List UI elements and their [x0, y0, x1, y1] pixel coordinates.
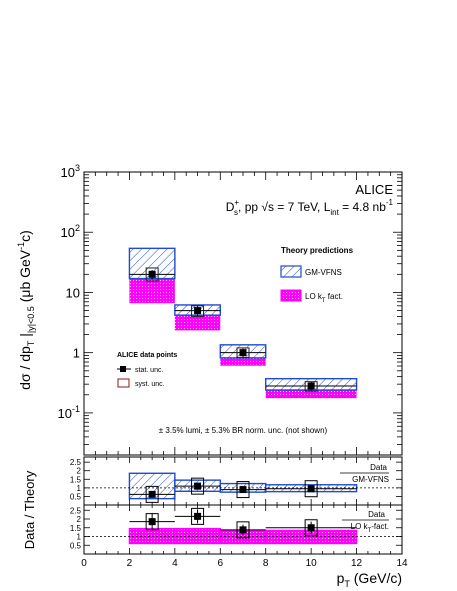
ratio-y-tick-label: 2	[77, 467, 82, 476]
ratio-y-tick-label: 2.5	[70, 506, 82, 515]
legend-label-gmvfns: GM-VFNS	[305, 268, 342, 277]
ratio1-label-num: Data	[370, 463, 387, 472]
data-point	[148, 270, 156, 278]
ratio-syst-box	[145, 513, 159, 531]
ratio-y-tick-label: 2	[77, 515, 82, 524]
data-point	[307, 382, 315, 390]
main-frame	[83, 171, 403, 456]
ratio1-label-den: GM-VFNS	[352, 475, 389, 484]
x-tick-label: 6	[218, 558, 224, 569]
x-tick-label: 10	[306, 558, 318, 569]
legend-label-syst: syst. unc.	[135, 381, 165, 388]
ratio-syst-box	[236, 521, 250, 539]
syst-box	[145, 267, 159, 282]
lokt-band	[174, 315, 221, 330]
gmvfns-band	[128, 247, 176, 280]
syst-box	[236, 347, 250, 359]
ratio-y-tick-label: 0.5	[70, 492, 82, 501]
legend-label-stat: stat. unc.	[135, 367, 163, 374]
ratio-y-tick-label: 1.5	[70, 475, 82, 484]
ratio-y-tick-label: 1	[77, 484, 82, 493]
x-tick-label: 14	[396, 558, 408, 569]
legend-stat-marker	[120, 366, 126, 372]
y-tick-label: 1	[73, 346, 80, 361]
data-point	[194, 307, 202, 315]
x-tick-label: 4	[172, 558, 178, 569]
main-data-points	[129, 267, 357, 392]
legend-swatch-lokt	[280, 289, 302, 302]
x-axis-label: pT (GeV/c)	[337, 570, 402, 589]
y-tick-label: 10-1	[58, 404, 80, 421]
data-legend-title: ALICE data points	[117, 352, 177, 359]
legend-swatch-gmvfns	[280, 265, 302, 278]
ratio-y-tick-label: 0.5	[70, 541, 82, 550]
ratio-y-tick-label: 1.5	[70, 524, 82, 533]
info-label: D+ s, pp √s = 7 TeV, Lint = 4.8 nb-1	[226, 198, 394, 217]
ratio-point	[194, 512, 202, 520]
y-tick-label: 102	[61, 223, 80, 240]
ratio-syst-box	[191, 507, 205, 525]
ratio-point	[194, 482, 202, 490]
ratio-point	[307, 485, 315, 493]
syst-box	[191, 305, 205, 317]
ratio-y-axis-label: Data / Theory	[22, 470, 37, 549]
theory-legend-title: Theory predictions	[281, 246, 354, 255]
ratio-syst-box	[191, 477, 205, 495]
legend-label-lokt: LO kT fact.	[305, 292, 343, 304]
ratio2-label-den: LO kT-fact.	[351, 522, 389, 534]
data-point	[239, 349, 247, 357]
ratio-syst-box	[304, 480, 318, 498]
ratio2-label-num: Data	[368, 510, 385, 519]
y-tick-label: 103	[61, 163, 80, 180]
ratio-y-tick-label: 1	[77, 533, 82, 542]
ratio-syst-box	[304, 519, 318, 537]
main-axes: 10-1 1 10 102 103	[58, 163, 403, 456]
lokt-band	[220, 357, 266, 366]
ratio-point	[148, 518, 156, 526]
ratio-point	[148, 490, 156, 498]
lokt-band	[129, 278, 175, 303]
experiment-label: ALICE	[355, 182, 393, 197]
ratio-lokt-points	[84, 507, 402, 539]
ratio-lokt-band	[128, 527, 358, 545]
ratio-point	[307, 524, 315, 532]
syst-box	[304, 381, 318, 392]
ratio-y-tick-label: 2.5	[70, 458, 82, 467]
ratio-lokt-axes: 0.511.522.50 2 4 6 8 10 12 14	[70, 504, 408, 569]
x-tick-label: 12	[351, 558, 363, 569]
ratio-point	[239, 486, 247, 494]
ratio-gmvfns-points	[84, 477, 402, 503]
x-tick-label: 8	[263, 558, 269, 569]
y-axis-label: dσ / dpT ||y|<0.5 (μb GeV-1c)	[16, 230, 36, 390]
normalization-note: ± 3.5% lumi, ± 5.3% BR norm. unc. (not s…	[159, 426, 328, 435]
y-tick-label: 10	[66, 285, 80, 300]
legend-syst-box	[117, 378, 130, 388]
x-tick-label: 0	[81, 558, 87, 569]
x-tick-label: 2	[127, 558, 133, 569]
theory-ratio-band	[174, 527, 221, 545]
ratio-syst-box	[236, 481, 250, 499]
ratio-point	[239, 526, 247, 534]
theory-ratio-band	[128, 527, 176, 545]
lokt-band	[265, 390, 357, 398]
